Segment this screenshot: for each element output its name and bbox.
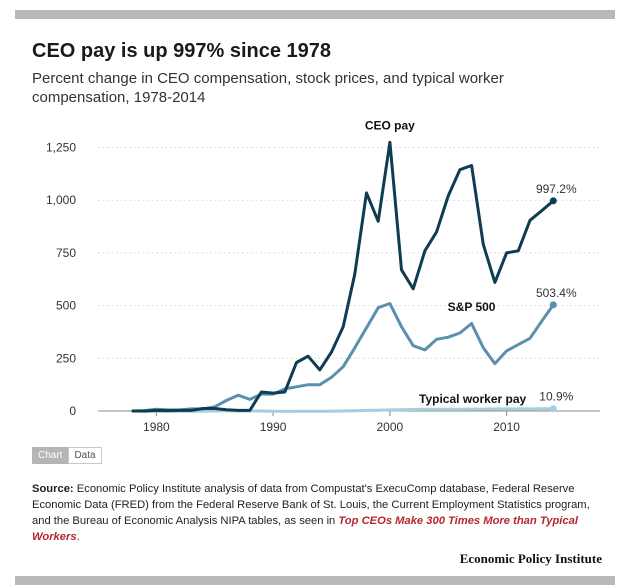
x-tick-label: 1980 xyxy=(143,420,170,434)
y-tick-label: 750 xyxy=(56,246,76,260)
series-end-label-0: 997.2% xyxy=(536,182,577,196)
chart-title: CEO pay is up 997% since 1978 xyxy=(32,40,332,62)
top-rule xyxy=(15,10,615,19)
organization-name: Economic Policy Institute xyxy=(459,551,602,566)
y-tick-label: 0 xyxy=(69,404,76,418)
tab-data[interactable]: Data xyxy=(68,447,102,464)
source-text: Economic Policy Institute analysis of da… xyxy=(32,483,590,527)
source-suffix: . xyxy=(76,531,80,543)
series-end-point-1 xyxy=(549,301,557,309)
series-line-2 xyxy=(131,407,555,413)
tab-chart[interactable]: Chart xyxy=(32,447,69,464)
series-lines xyxy=(131,140,557,413)
x-tick-label: 1990 xyxy=(260,420,287,434)
source-prefix: Source: xyxy=(32,483,74,495)
line-chart: 0 250 500 750 1,000 1,250 1980 1990 2000 2010 10… xyxy=(46,119,600,434)
y-tick-label: 500 xyxy=(56,299,76,313)
gridlines xyxy=(98,147,600,412)
series-labels: 10.9% 503.4% 997.2% CEO pay S&P 500 Typical w… xyxy=(365,119,577,406)
x-axis: 1980 1990 2000 2010 xyxy=(143,411,520,434)
series-end-point-0 xyxy=(549,197,557,205)
view-tabs: Chart Data xyxy=(32,447,102,464)
source-note: Source: Economic Policy Institute analys… xyxy=(32,481,600,545)
series-end-label-2: 10.9% xyxy=(539,390,573,404)
y-axis: 0 250 500 750 1,000 1,250 xyxy=(46,141,76,418)
series-end-label-1: 503.4% xyxy=(536,286,577,300)
bottom-rule xyxy=(15,576,615,585)
report-link[interactable]: Top CEOs Make 300 Times More than Typica… xyxy=(32,515,578,543)
y-tick-label: 1,000 xyxy=(46,193,76,207)
series-name-label-1: S&P 500 xyxy=(448,300,496,314)
series-end-point-2 xyxy=(549,405,557,413)
series-name-label-0: CEO pay xyxy=(365,119,415,133)
series-line-0 xyxy=(131,140,555,413)
y-tick-label: 250 xyxy=(56,351,76,365)
x-tick-label: 2010 xyxy=(493,420,520,434)
y-tick-label: 1,250 xyxy=(46,141,76,155)
x-tick-label: 2000 xyxy=(377,420,404,434)
chart-subtitle: Percent change in CEO compensation, stoc… xyxy=(32,70,504,106)
series-name-label-2: Typical worker pay xyxy=(419,392,526,406)
